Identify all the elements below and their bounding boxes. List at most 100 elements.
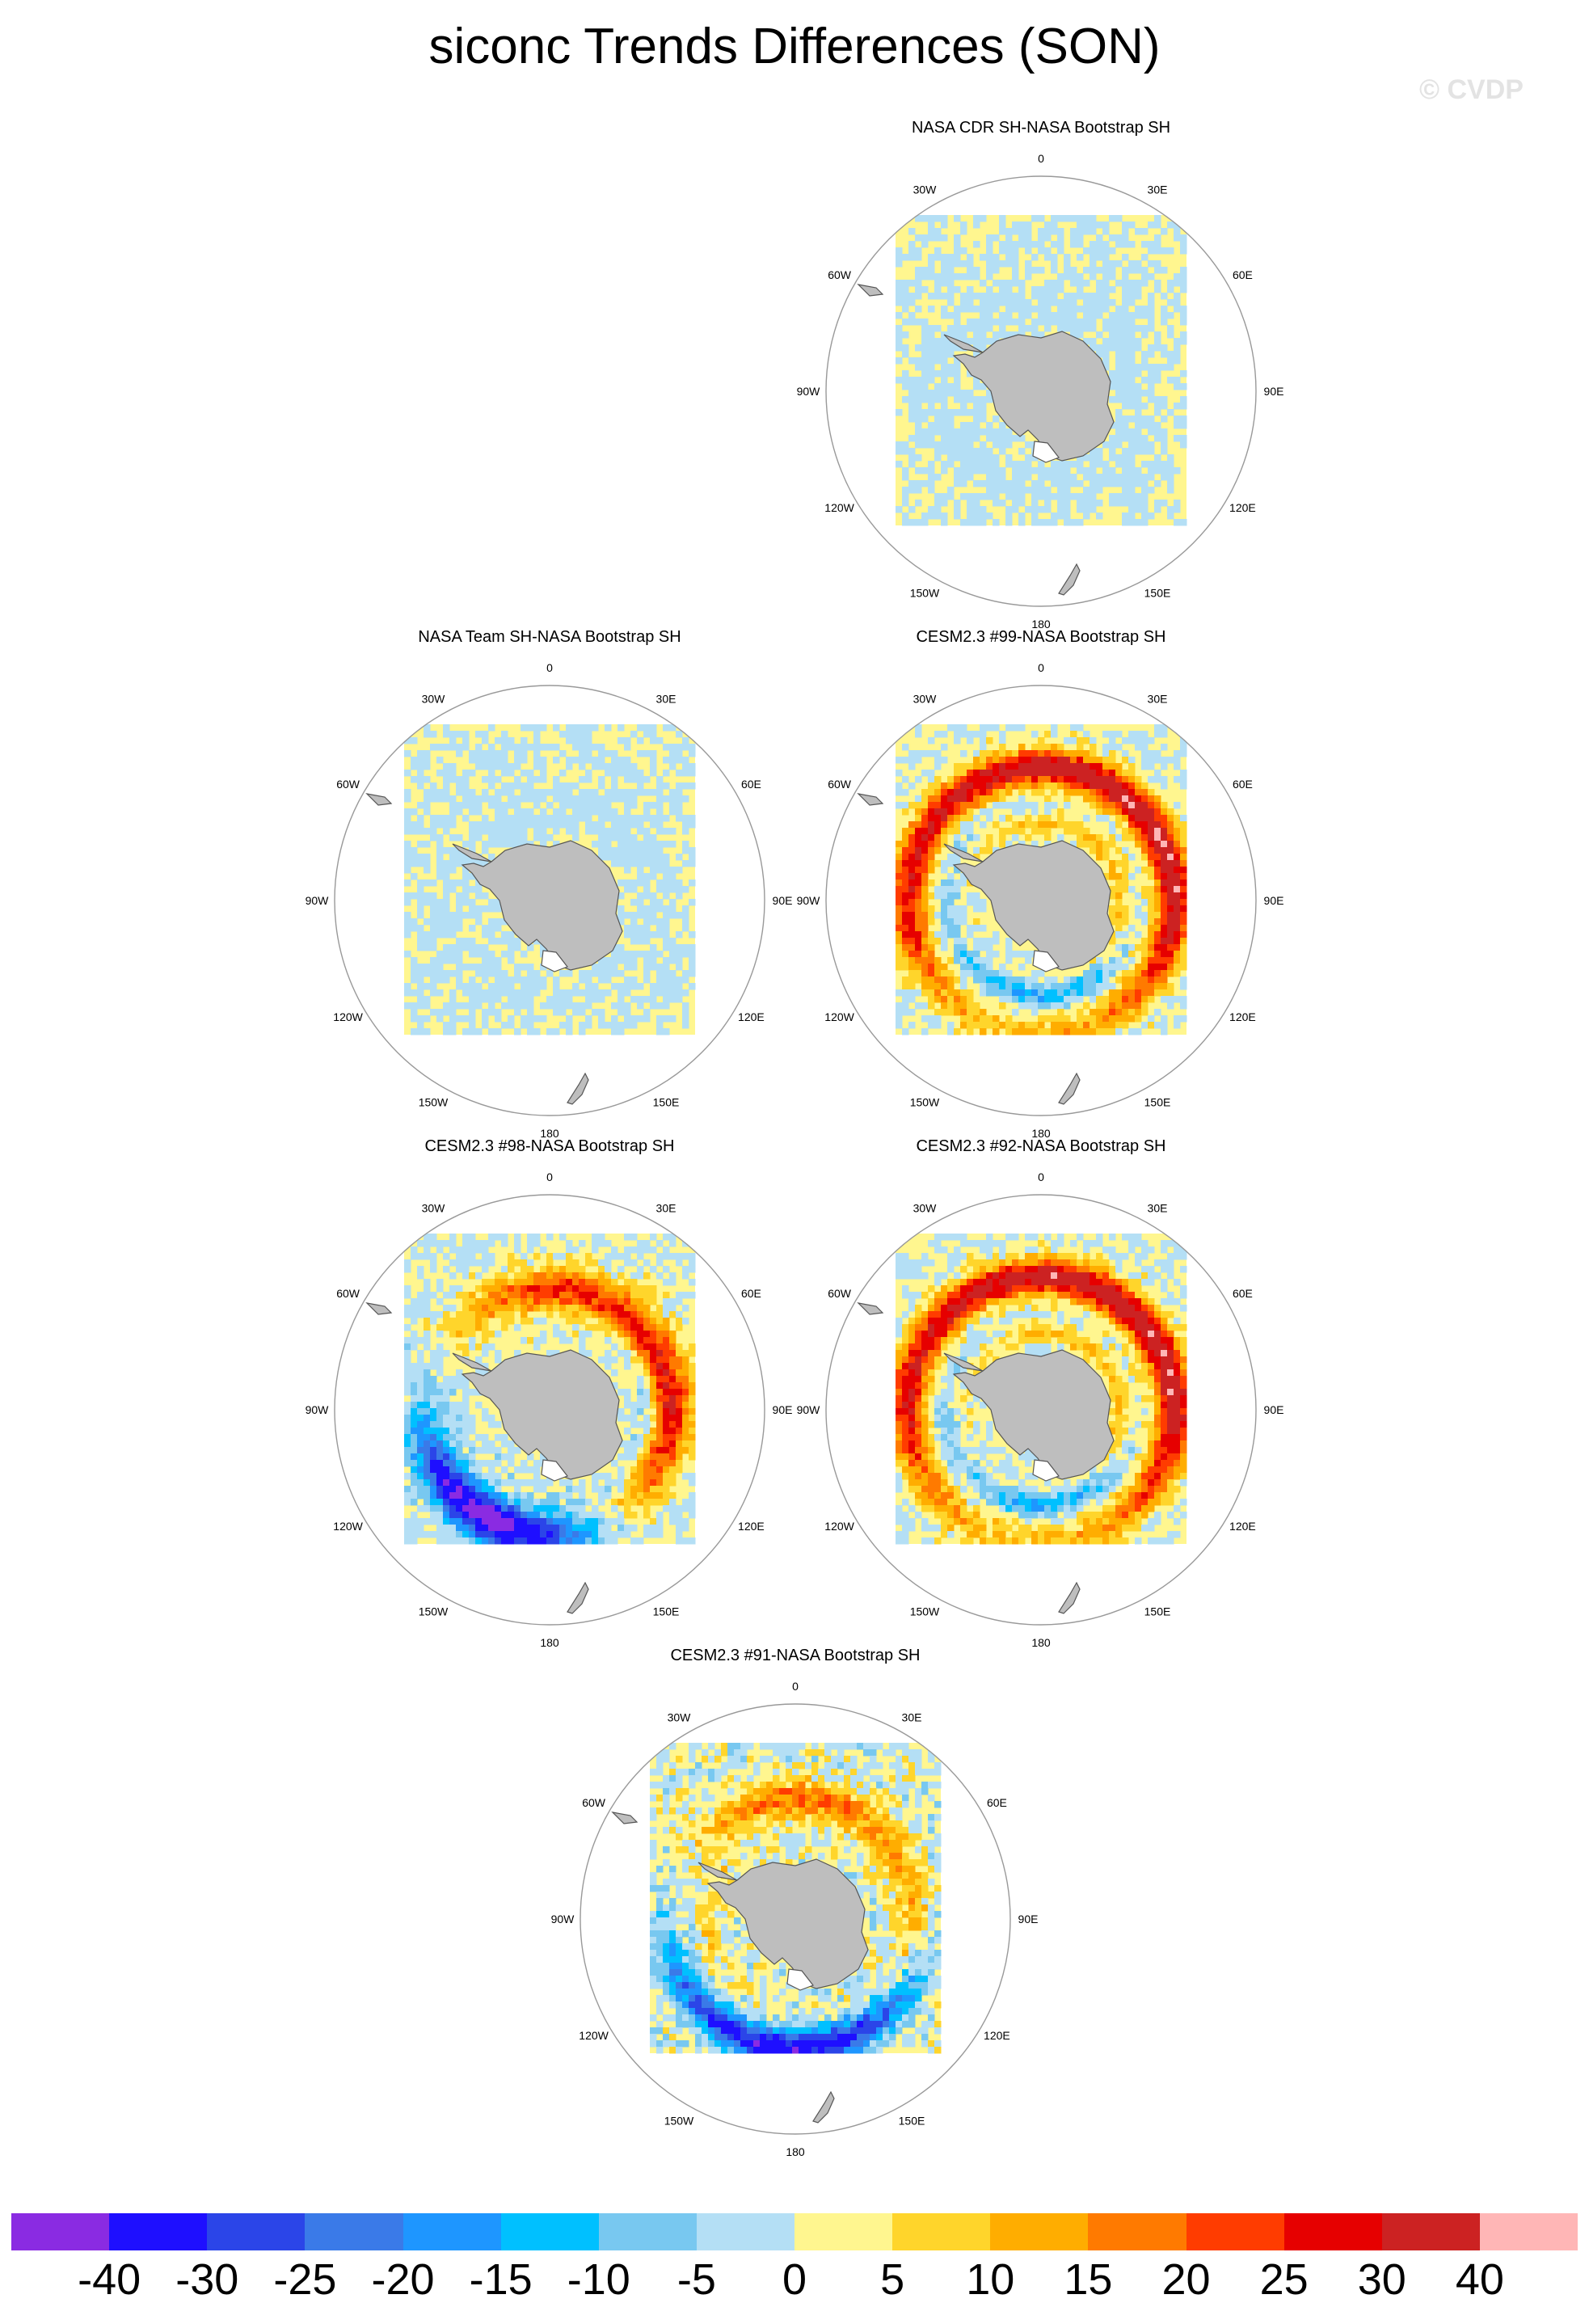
longitude-label: 120W <box>579 2029 609 2042</box>
polar-map: 0 30E 60E 90E 120E 150E 180 150W 120W 90W 60W 30W <box>306 661 793 1140</box>
longitude-label: 120E <box>738 1010 765 1023</box>
map-frame <box>580 1703 1011 2135</box>
longitude-label: 150W <box>910 586 940 599</box>
map-frame <box>334 685 765 1116</box>
longitude-label: 30E <box>902 1711 922 1724</box>
longitude-label: 180 <box>786 2145 805 2158</box>
longitude-label: 120E <box>984 2029 1010 2042</box>
longitude-label: 60E <box>741 778 761 791</box>
longitude-label: 60E <box>1233 778 1253 791</box>
colorbar-label: 10 <box>966 2255 1015 2304</box>
new-zealand-land <box>567 1581 589 1614</box>
ice-shelf <box>786 1968 814 1991</box>
panel-title: NASA CDR SH-NASA Bootstrap SH <box>911 119 1171 137</box>
map-panel-cesm-92: CESM2.3 #92-NASA Bootstrap SH 0 30E 60E 90E… <box>784 1137 1298 1654</box>
land <box>857 1302 884 1315</box>
colorbar-label: -20 <box>371 2255 435 2304</box>
land <box>857 793 884 806</box>
map-panel-cesm-99: CESM2.3 #99-NASA Bootstrap SH 0 30E 60E 90E… <box>784 627 1298 1145</box>
polar-map: 0 30E 60E 90E 120E 150E 180 150W 120W 90W 60W 30W <box>797 1170 1284 1649</box>
longitude-label: 150E <box>653 1095 680 1108</box>
map-panel-nasa-cdr: NASA CDR SH-NASA Bootstrap SH 0 30E 60E 90E… <box>784 118 1298 635</box>
colorbar-box <box>109 2213 208 2250</box>
longitude-label: 120E <box>738 1520 765 1533</box>
land <box>698 1862 738 1881</box>
longitude-label: 90W <box>306 1403 330 1416</box>
colorbar-box <box>1381 2213 1480 2250</box>
longitude-label: 180 <box>1031 1636 1051 1649</box>
longitude-label: 60W <box>828 268 852 281</box>
colorbar-box <box>207 2213 306 2250</box>
sea-ice-field <box>826 1234 1187 1614</box>
longitude-label: 120W <box>333 1010 363 1023</box>
longitude-label: 60E <box>741 1287 761 1300</box>
map-frame <box>825 175 1257 607</box>
sea-ice-field <box>580 1743 942 2124</box>
colorbar-label: -15 <box>469 2255 533 2304</box>
panel-title: CESM2.3 #98-NASA Bootstrap SH <box>424 1137 675 1155</box>
longitude-label: 90E <box>773 1403 793 1416</box>
sea-ice-field <box>826 724 1187 1105</box>
longitude-label: 30W <box>668 1711 692 1724</box>
longitude-label: 30W <box>913 693 938 706</box>
longitude-label: 120W <box>824 1010 854 1023</box>
panel-title: NASA Team SH-NASA Bootstrap SH <box>418 628 681 646</box>
longitude-label: 30E <box>1148 1202 1168 1215</box>
watermark: © CVDP <box>1419 74 1524 105</box>
colorbar-label: 30 <box>1357 2255 1406 2304</box>
map-panel-nasa-team: NASA Team SH-NASA Bootstrap SH 0 30E 60E 90… <box>293 627 807 1145</box>
longitude-label: 60W <box>336 1287 360 1300</box>
new-zealand-land <box>1058 1072 1081 1105</box>
longitude-label: 150W <box>910 1605 940 1618</box>
longitude-label: 120W <box>333 1520 363 1533</box>
panel-title: CESM2.3 #92-NASA Bootstrap SH <box>916 1137 1166 1155</box>
colorbar-label: -40 <box>78 2255 141 2304</box>
longitude-label: 180 <box>540 1636 559 1649</box>
colorbar-box <box>598 2213 697 2250</box>
longitude-label: 150W <box>419 1605 449 1618</box>
land <box>365 793 393 806</box>
land <box>943 334 984 353</box>
colorbar-box <box>305 2213 403 2250</box>
longitude-label: 30W <box>913 183 938 196</box>
polar-map: 0 30E 60E 90E 120E 150E 180 150W 120W 90W 60W 30W <box>797 661 1284 1140</box>
longitude-label: 0 <box>546 1170 553 1183</box>
colorbar-label: -10 <box>567 2255 630 2304</box>
polar-map: 0 30E 60E 90E 120E 150E 180 150W 120W 90W 60W 30W <box>797 152 1284 631</box>
ice-shelf <box>541 950 568 972</box>
map-frame <box>825 685 1257 1116</box>
colorbar-box <box>403 2213 501 2250</box>
map-panel-cesm-98: CESM2.3 #98-NASA Bootstrap SH 0 30E 60E 90E… <box>293 1137 807 1654</box>
longitude-label: 150E <box>1144 586 1171 599</box>
ice-shelf <box>1032 950 1060 972</box>
longitude-label: 60W <box>828 778 852 791</box>
map-frame <box>334 1194 765 1626</box>
main-title: siconc Trends Differences (SON) <box>428 19 1161 74</box>
longitude-label: 90E <box>1264 894 1284 907</box>
colorbar-box <box>794 2213 893 2250</box>
new-zealand-land <box>1058 1581 1081 1614</box>
longitude-label: 60W <box>582 1796 606 1809</box>
colorbar-label: 15 <box>1064 2255 1113 2304</box>
ice-shelf <box>1032 1459 1060 1482</box>
colorbar-label: 20 <box>1161 2255 1211 2304</box>
colorbar-box <box>1479 2213 1578 2250</box>
longitude-label: 90W <box>551 1913 575 1925</box>
colorbar-label: -30 <box>175 2255 239 2304</box>
new-zealand-land <box>1058 563 1081 596</box>
polar-map: 0 30E 60E 90E 120E 150E 180 150W 120W 90W 60W 30W <box>306 1170 793 1649</box>
longitude-label: 180 <box>1031 618 1051 631</box>
colorbar-label: 0 <box>782 2255 807 2304</box>
longitude-label: 90E <box>1264 1403 1284 1416</box>
longitude-label: 120E <box>1229 1010 1256 1023</box>
ice-shelf <box>541 1459 568 1482</box>
map-frame <box>825 1194 1257 1626</box>
longitude-label: 30E <box>1148 693 1168 706</box>
longitude-label: 30W <box>422 1202 446 1215</box>
colorbar-label: 40 <box>1455 2255 1504 2304</box>
longitude-label: 0 <box>1038 152 1044 165</box>
longitude-label: 60W <box>336 778 360 791</box>
longitude-label: 30E <box>656 1202 676 1215</box>
longitude-label: 150E <box>899 2114 925 2127</box>
